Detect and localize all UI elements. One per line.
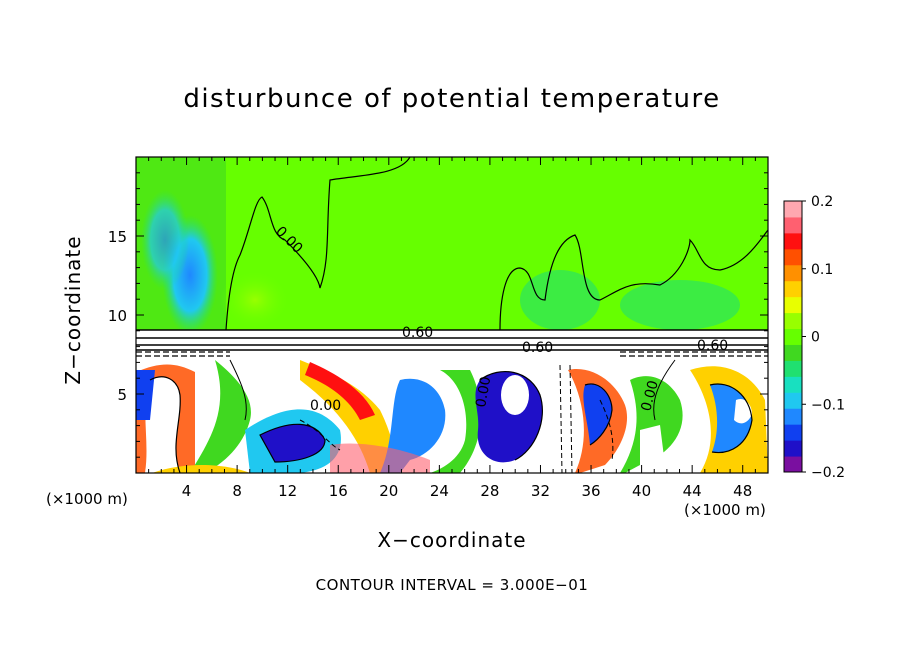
x-tick-label: 8 (232, 482, 242, 500)
contour-label: 0.00 (638, 379, 662, 413)
colorbar-tick-label: 0.1 (811, 262, 833, 278)
x-tick-label: 44 (683, 482, 702, 500)
colorbar-segment (784, 280, 802, 298)
colorbar-tick-label: −0.1 (811, 397, 845, 413)
x-tick-label: 48 (733, 482, 752, 500)
x-tick-label: 40 (632, 482, 651, 500)
colorbar-segment (784, 248, 802, 266)
colorbar-segment (784, 424, 802, 441)
x-unit-label-right: (×1000 m) (684, 501, 766, 519)
y-tick-label: 10 (108, 307, 127, 325)
colorbar-segment (784, 264, 802, 282)
colorbar-segment (784, 232, 802, 250)
contour-label: 0.60 (697, 338, 728, 354)
contour-interval-note: CONTOUR INTERVAL = 3.000E−01 (315, 576, 589, 594)
colorbar-tick-label: 0.2 (811, 194, 833, 210)
contour-label: 0.00 (473, 375, 494, 408)
colorbar-segment (784, 440, 802, 457)
colorbar-segment (784, 360, 802, 377)
colorbar-segment (784, 456, 802, 473)
colorbar-segment (784, 328, 802, 345)
y-axis-label-wrap: Z−coordinate (58, 210, 88, 410)
colorbar-tick-label: −0.2 (811, 465, 845, 481)
y-tick-label: 5 (117, 386, 127, 404)
x-axis-label: X−coordinate (377, 528, 527, 552)
x-tick-label: 36 (581, 482, 600, 500)
colorbar-segment (784, 201, 802, 218)
y-tick-label: 15 (108, 228, 127, 246)
colorbar-segment (784, 408, 802, 425)
contour-label: 0.60 (522, 340, 553, 356)
x-unit-label: (×1000 m) (46, 490, 128, 508)
x-tick-label: 16 (329, 482, 348, 500)
colorbar-segment (784, 344, 802, 361)
chart-title: disturbunce of potential temperature (183, 84, 721, 114)
colorbar: −0.2 −0.1 0 0.1 0.2 (783, 194, 845, 481)
x-tick-label: 4 (182, 482, 192, 500)
x-tick-label: 20 (379, 482, 398, 500)
x-tick-label: 24 (430, 482, 449, 500)
colorbar-segment (784, 392, 802, 409)
colorbar-segment (784, 376, 802, 393)
x-tick-label: 12 (278, 482, 297, 500)
colorbar-segment (784, 312, 802, 330)
colorbar-tick-label: 0 (811, 330, 820, 346)
colorbar-segment (784, 296, 802, 314)
x-tick-label: 28 (480, 482, 499, 500)
contour-label: 0.00 (310, 398, 341, 414)
x-tick-label: 32 (531, 482, 550, 500)
contour-label: 0.60 (402, 325, 433, 341)
plot-field: 0.00 0.60 0.60 0.60 0.00 0.00 0.00 (136, 157, 768, 473)
y-axis-label: Z−coordinate (61, 235, 85, 385)
colorbar-segment (784, 216, 802, 234)
